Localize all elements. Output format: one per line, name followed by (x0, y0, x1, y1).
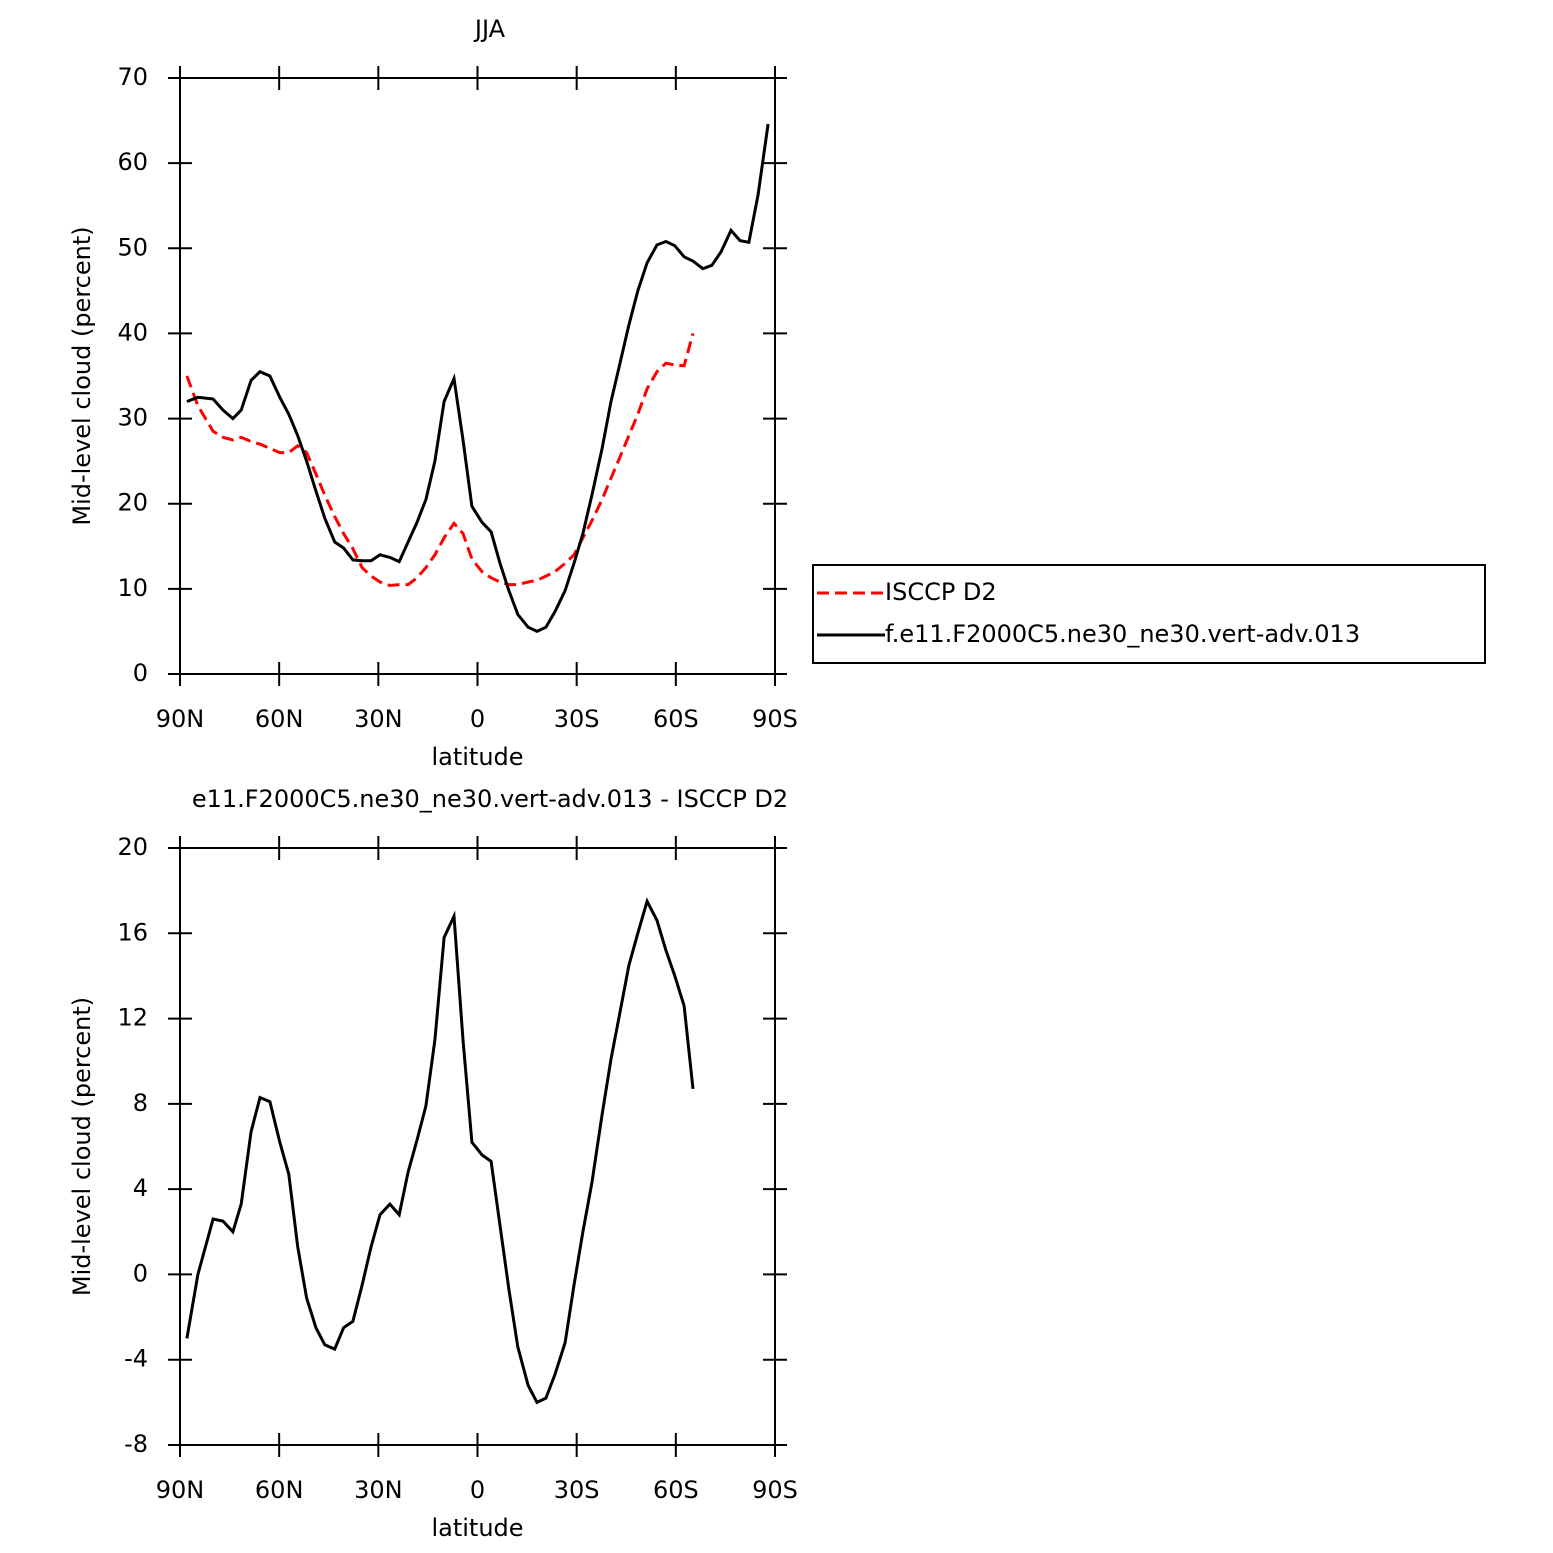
y-tick-label: 4 (133, 1174, 148, 1202)
y-tick-label: 8 (133, 1089, 148, 1117)
x-tick-label: 90S (752, 705, 798, 733)
x-tick-label: 90S (752, 1476, 798, 1504)
x-tick-label: 90N (156, 705, 205, 733)
legend-label: ISCCP D2 (885, 578, 997, 606)
x-tick-label: 60S (653, 1476, 699, 1504)
y-axis-label: Mid-level cloud (percent) (68, 997, 96, 1296)
y-tick-label: 30 (117, 404, 148, 432)
x-tick-label: 60N (255, 1476, 304, 1504)
x-tick-label: 30S (554, 705, 600, 733)
x-axis-label: latitude (431, 743, 523, 771)
y-tick-label: 20 (117, 489, 148, 517)
x-tick-label: 0 (470, 705, 485, 733)
y-tick-label: 10 (117, 574, 148, 602)
plot-frame (179, 77, 776, 675)
y-tick-label: -4 (124, 1345, 148, 1373)
y-tick-label: 60 (117, 148, 148, 176)
y-tick-label: 40 (117, 318, 148, 346)
panel: JJA latitude Mid-level cloud (percent) 0 10 2… (68, 15, 1486, 771)
x-tick-label: 30S (554, 1476, 600, 1504)
y-tick-label: -8 (124, 1430, 148, 1458)
y-axis-label: Mid-level cloud (percent) (68, 226, 96, 525)
x-axis-label: latitude (431, 1514, 523, 1542)
legend: ISCCP D2 f.e11.F2000C5.ne30_ne30.vert-adv… (812, 564, 1486, 664)
x-tick-label: 0 (470, 1476, 485, 1504)
x-tick-label: 30N (354, 705, 403, 733)
chart-title: e11.F2000C5.ne30_ne30.vert-adv.013 - ISC… (192, 785, 788, 813)
data-line (186, 123, 770, 634)
plot-frame (179, 847, 776, 1446)
legend-box (812, 564, 1486, 664)
panel: e11.F2000C5.ne30_ne30.vert-adv.013 - ISC… (68, 785, 798, 1542)
x-tick-label: 60N (255, 705, 304, 733)
y-tick-label: 50 (117, 233, 148, 261)
y-tick-label: 20 (117, 833, 148, 861)
chart-title: JJA (473, 15, 506, 43)
y-tick-label: 0 (133, 659, 148, 687)
legend-label: f.e11.F2000C5.ne30_ne30.vert-adv.013 (885, 620, 1360, 648)
x-tick-label: 30N (354, 1476, 403, 1504)
y-tick-label: 12 (117, 1004, 148, 1032)
x-tick-label: 90N (156, 1476, 205, 1504)
data-line (185, 897, 695, 1405)
y-tick-label: 70 (117, 63, 148, 91)
y-tick-label: 16 (117, 918, 148, 946)
x-tick-label: 60S (653, 705, 699, 733)
data-line (185, 333, 695, 588)
y-tick-label: 0 (133, 1259, 148, 1287)
